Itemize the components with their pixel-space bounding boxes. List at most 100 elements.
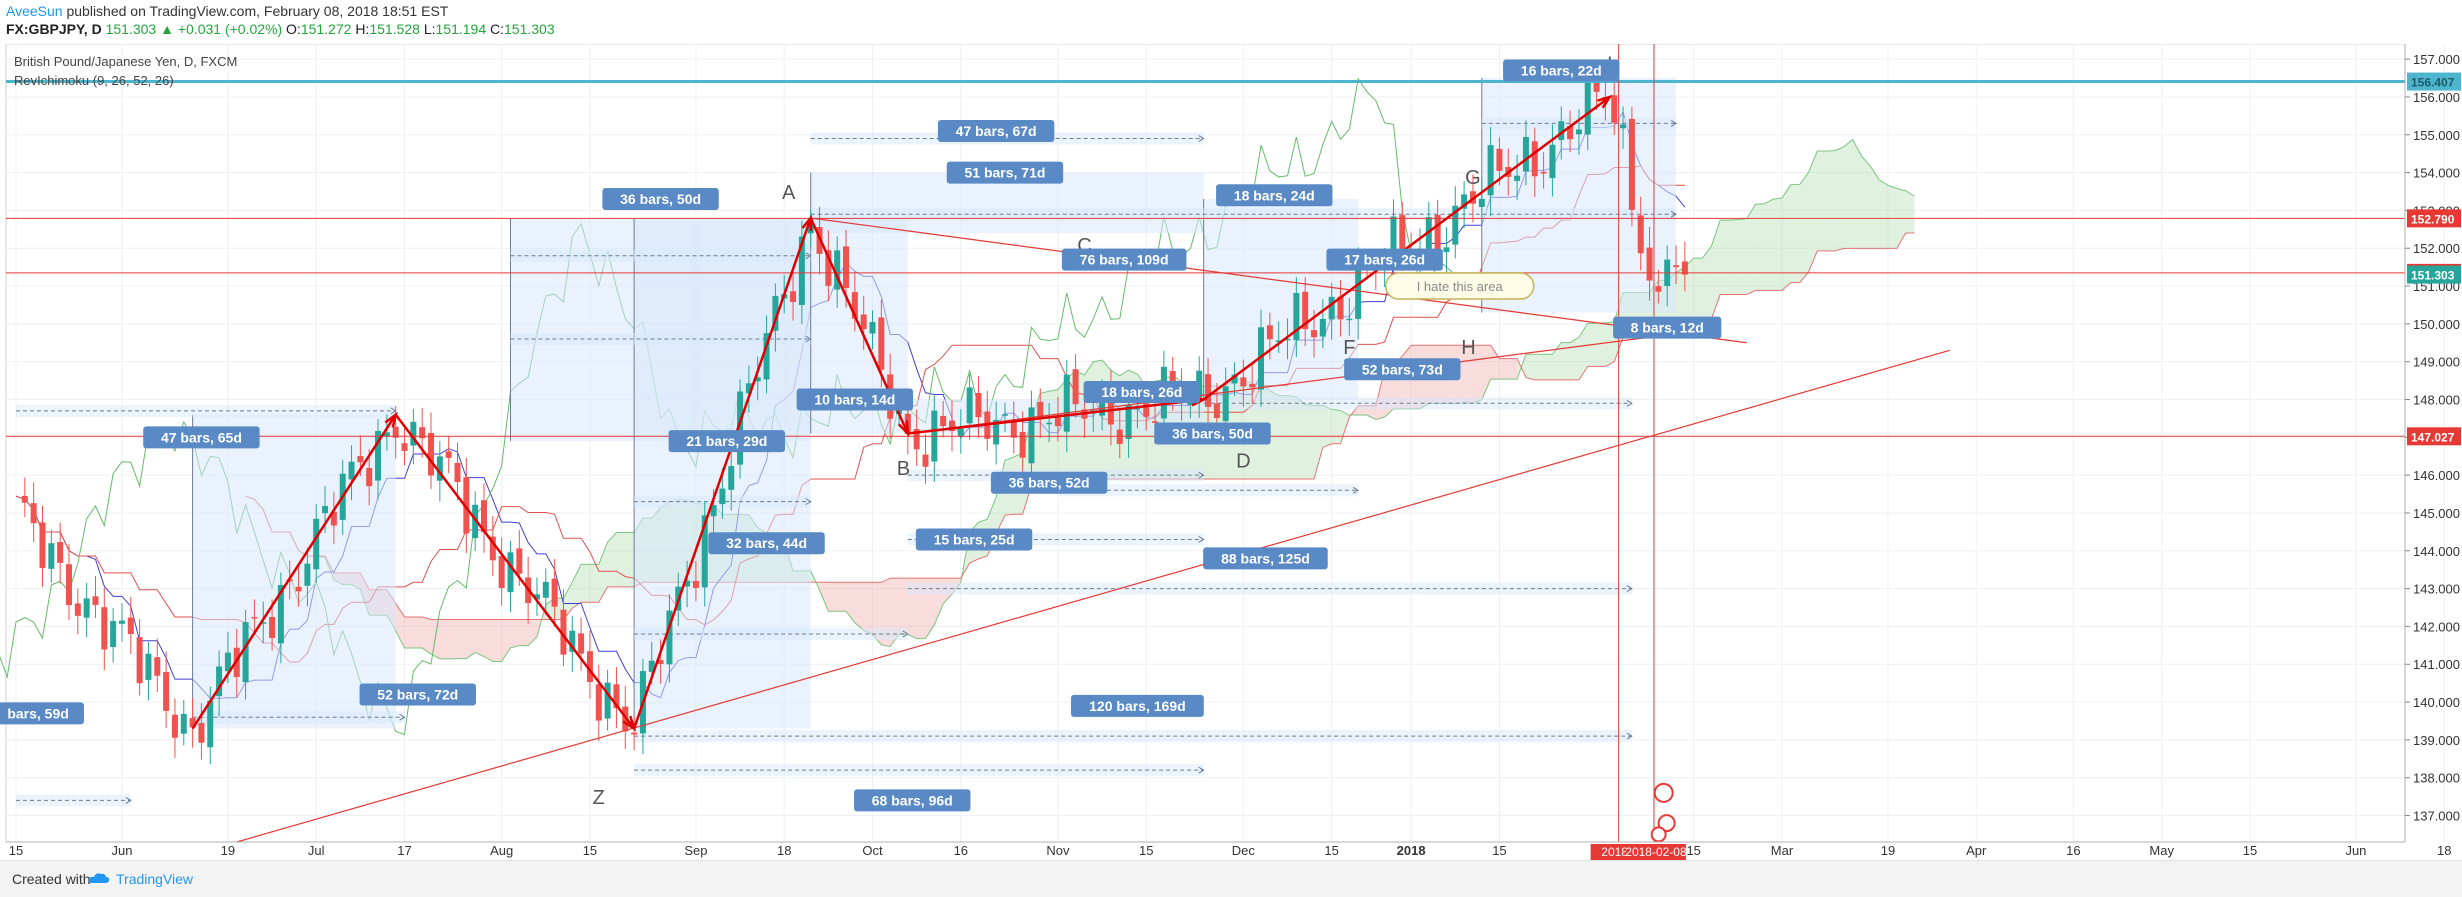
cloud-green-segment [1887,185,1897,249]
cloud-green-segment [1525,354,1535,380]
measure-label: 47 bars, 65d [143,426,260,449]
tradingview-cloud-icon [88,873,110,883]
event-flag-icon [1653,782,1674,803]
measure-label-box [1061,248,1187,271]
measure-label-box [668,430,786,453]
projection-arrowhead [1198,471,1205,479]
cloud-green-segment [1852,139,1862,249]
candle-down [445,451,452,458]
candle-down [790,291,797,302]
candle-down [489,536,496,561]
measure-label: 15 bars, 25d [915,528,1033,551]
publish-line: AveeSun published on TradingView.com, Fe… [6,3,448,19]
wave-arrow-line [394,413,636,730]
projection-band [634,764,1204,777]
projection-arrowhead [125,796,132,804]
measure-label-text: 88 bars, 125d [1221,550,1310,566]
measure-label-box [1083,380,1201,403]
measure-label-box [143,426,260,449]
low-value: 151.194 [435,21,487,37]
chart-header: AveeSun published on TradingView.com, Fe… [0,0,2462,44]
time-tick-label: 19 [1881,843,1895,858]
wave-arrow-line [1202,95,1611,401]
candle-up [542,581,549,598]
measure-label: 76 bars, 109d [1061,248,1187,271]
legend-symbol[interactable]: British Pound/Japanese Yen, D, FXCM [14,54,238,69]
price-tag-label: 147.027 [2411,430,2455,444]
candle-down [498,556,505,589]
cloud-red-segment [536,604,546,637]
candle-down [1673,265,1680,268]
projection-arrowhead [1626,732,1633,740]
candle-up [966,387,973,424]
candle-down [1266,325,1273,340]
candle-up [375,430,382,481]
time-tick-label: 15 [1492,843,1506,858]
candle-up [772,295,779,331]
wave-arrow-line [907,398,1204,435]
price-tag [2407,265,2461,284]
projection-arrowhead [1670,210,1678,218]
cloud-red-segment [819,582,829,612]
measure-label-text: 47 bars, 65d [161,429,242,445]
candle-down [1249,383,1256,388]
candle-down [163,672,170,711]
candle-up [1046,422,1053,425]
wave-arrows [191,94,1613,732]
time-tick-label: Sep [684,843,707,858]
measure-label: 52 bars, 72d [359,683,476,706]
point-label-f: F [1343,337,1355,359]
cloud-green-segment [1764,199,1774,291]
measure-label-box [990,471,1108,494]
candle-up [648,660,655,672]
candle-down [551,578,558,607]
author-link[interactable]: AveeSun [6,3,63,19]
cloud-red-segment [1499,358,1509,380]
measure-label-box [708,532,825,555]
candle-down [851,292,858,319]
legend-indicator[interactable]: RevIchimoku (9, 26, 52, 26) [14,73,174,88]
up-arrow-icon: ▲ [160,21,174,37]
cloud-green-segment [1578,323,1588,380]
candle-down [940,415,947,427]
projection-arrowhead [805,498,812,506]
pattern-trendline [907,330,1694,435]
cloud-green-segment [1790,184,1800,283]
candle-up [869,322,876,334]
measure-label: 68 bars, 96d [854,789,971,812]
candle-down [171,714,178,738]
projection-arrowhead [1198,536,1205,543]
projection-arrowhead [1352,486,1360,494]
cloud-green-segment [1826,150,1835,251]
footer: Created with TradingView [0,860,2462,897]
measure-label: 32 bars, 44d [708,532,825,555]
time-tick-label: Nov [1046,843,1070,858]
price-tick-label: 150.000 [2413,317,2460,332]
candle-down [21,495,28,503]
candle-down [1681,261,1688,275]
price-tag [2407,72,2461,91]
candle-down [428,432,435,476]
measure-label-box [937,119,1055,142]
candle-up [472,504,479,539]
candle-up [383,432,390,437]
candle-up [1346,318,1353,321]
candle-up [180,713,187,734]
candle-up [834,250,841,290]
candle-up [304,563,311,586]
tradingview-brand-link[interactable]: TradingView [116,871,194,887]
projection-arrowhead [805,335,812,343]
measure-label: 36 bars, 52d [990,471,1108,494]
measure-label-box [854,789,971,812]
price-tick-label: 139.000 [2413,733,2460,748]
candle-down [198,722,205,743]
cloud-green-segment [1782,184,1791,291]
candle-up [410,421,417,446]
candle-down [1054,417,1061,427]
cloud-red-segment [413,616,423,649]
economic-event-icons [1650,782,1676,843]
measure-label-box [796,388,914,411]
measure-label: 51 bars, 71d [946,161,1064,184]
